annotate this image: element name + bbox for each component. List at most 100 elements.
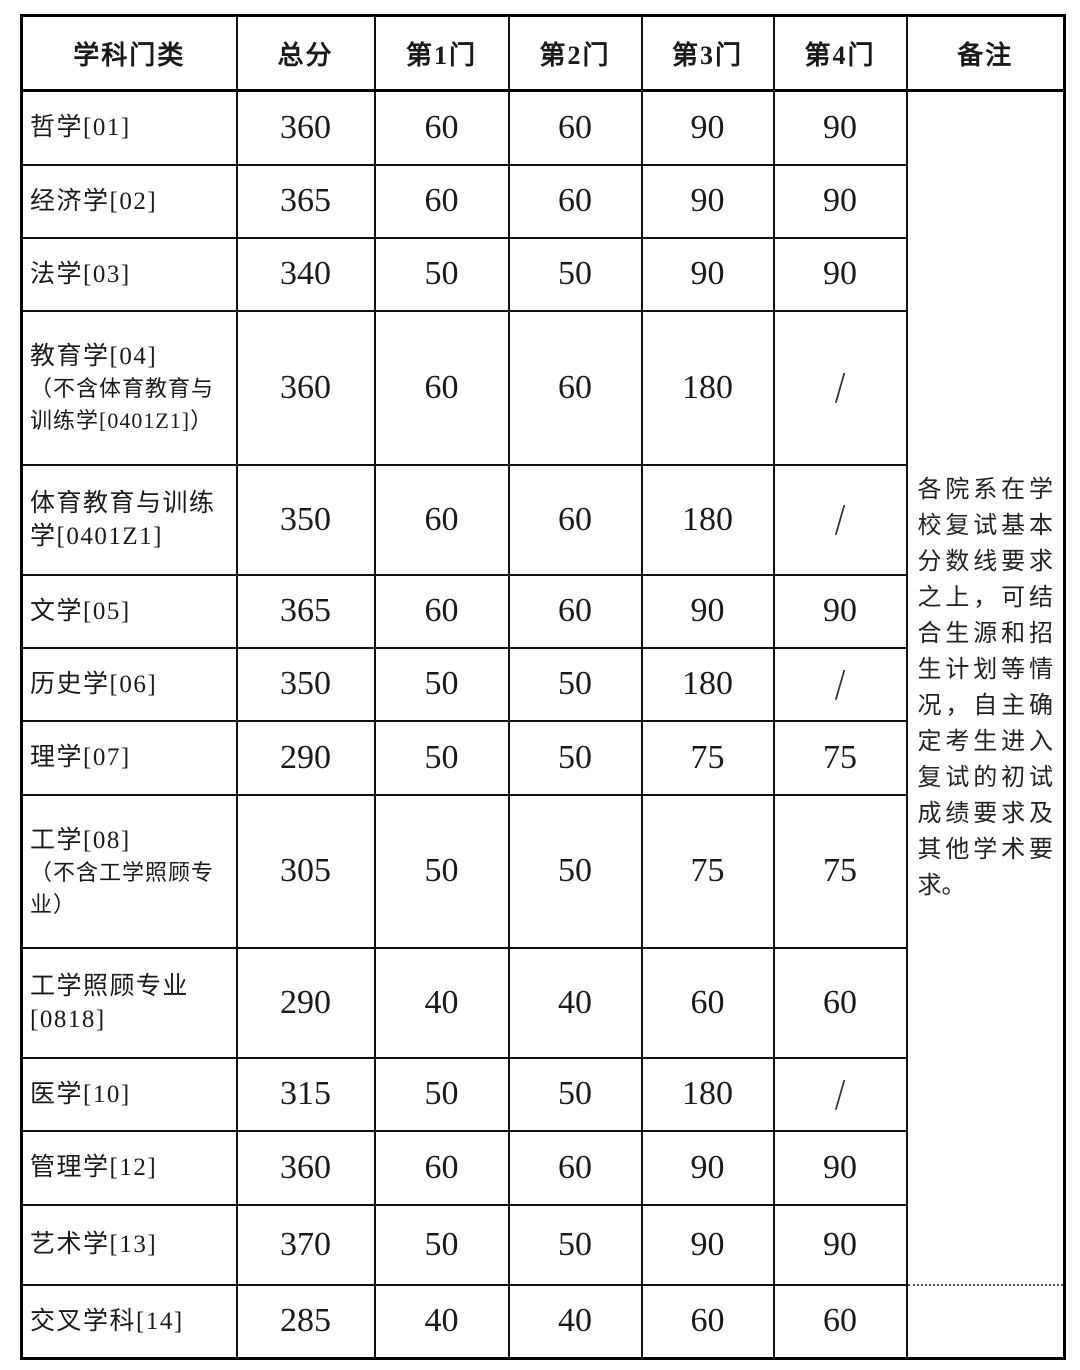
- subject-score-cell: 50: [373, 646, 510, 722]
- subject-score-cell: 180: [640, 1056, 775, 1132]
- category-cell: 教育学[04] （不含体育教育与 训练学[0401Z1]）: [20, 309, 238, 466]
- slash-mark: /: [834, 495, 846, 544]
- subject-score-cell: 40: [507, 1283, 643, 1360]
- subject-score-cell: 90: [640, 89, 775, 166]
- header-row: 学科门类 总分 第1门 第2门 第3门 第4门 备注: [20, 14, 1066, 92]
- table-row: 教育学[04] （不含体育教育与 训练学[0401Z1]） 360 60 60 180/: [20, 309, 1065, 466]
- subject-score-cell: 60: [373, 1129, 510, 1206]
- column-header: 第1门: [373, 14, 510, 92]
- column-header: 第4门: [772, 14, 908, 92]
- subject-score-cell: 90: [640, 1129, 775, 1206]
- subject-score-cell: 50: [507, 1056, 643, 1132]
- total-score-cell: 365: [235, 163, 376, 239]
- slash-mark: /: [834, 363, 846, 412]
- total-score-cell: 315: [235, 1056, 376, 1132]
- table-row: 工学[08] （不含工学照顾专 业） 305 50 50 75 75: [20, 793, 1065, 949]
- table-row: 交叉学科[14] 285 40 40 60 60: [20, 1283, 1066, 1360]
- subject-score-cell: 60: [507, 309, 643, 466]
- subject-score-cell: 60: [373, 163, 510, 239]
- table-row: 管理学[12] 360 60 60 90 90: [20, 1129, 1065, 1206]
- subject-score-cell: 60: [507, 1129, 643, 1206]
- subject-score-cell: 90: [640, 236, 775, 312]
- subject-score-cell: 90: [772, 1129, 908, 1206]
- total-score-cell: 290: [235, 946, 376, 1059]
- category-cell: 交叉学科[14]: [20, 1283, 238, 1360]
- category-cell: 文学[05]: [20, 573, 238, 649]
- subject-score-cell: 60: [772, 1283, 908, 1360]
- total-score-cell: 360: [235, 309, 376, 466]
- remarks-cell-empty: [905, 1283, 1066, 1360]
- category-cell: 经济学[02]: [20, 163, 238, 239]
- subject-score-cell: 50: [507, 1203, 643, 1286]
- subject-score-cell: 180: [640, 463, 775, 576]
- subject-score-cell: 90: [772, 236, 908, 312]
- subject-score-cell: 60: [507, 573, 643, 649]
- total-score-cell: 290: [235, 719, 376, 796]
- category-cell: 医学[10]: [20, 1056, 238, 1132]
- table-row: 哲学[01] 360 60 60 90 90 各院系在学校复试基本分数线要求之上，可结合生源…: [20, 89, 1066, 1286]
- subject-score-cell: 50: [507, 236, 643, 312]
- slash-mark: /: [834, 1069, 846, 1119]
- category-cell: 管理学[12]: [20, 1129, 238, 1206]
- subject-score-cell: 75: [772, 719, 908, 796]
- subject-score-cell: 180: [640, 646, 775, 722]
- table-row: 医学[10] 315 50 50 180/: [20, 1056, 1065, 1132]
- subject-score-cell: 60: [373, 309, 510, 466]
- subject-score-cell: 50: [507, 719, 643, 796]
- subject-score-cell: 40: [373, 946, 510, 1059]
- total-score-cell: 350: [235, 463, 376, 576]
- total-score-cell: 350: [235, 646, 376, 722]
- subject-score-cell: 50: [373, 719, 510, 796]
- category-cell: 体育教育与训练 学[0401Z1]: [20, 463, 238, 576]
- category-cell: 艺术学[13]: [20, 1203, 238, 1286]
- total-score-cell: 305: [235, 793, 376, 949]
- subject-score-cell: 180: [640, 309, 775, 466]
- subject-score-cell: /: [772, 309, 908, 466]
- subject-score-cell: /: [772, 463, 908, 576]
- subject-score-cell: 60: [507, 463, 643, 576]
- table-row: 历史学[06] 350 50 50 180/: [20, 646, 1065, 722]
- subject-score-cell: 40: [373, 1283, 510, 1360]
- category-cell: 工学[08] （不含工学照顾专 业）: [20, 793, 238, 949]
- subject-score-cell: 90: [772, 573, 908, 649]
- table-body: 哲学[01] 360 60 60 90 90 各院系在学校复试基本分数线要求之上，可结合生源…: [20, 89, 1066, 1360]
- total-score-cell: 365: [235, 573, 376, 649]
- table-row: 法学[03] 340 50 50 90 90: [20, 236, 1065, 312]
- subject-score-cell: /: [772, 1056, 908, 1132]
- column-header: 学科门类: [20, 14, 238, 92]
- column-header: 备注: [905, 14, 1066, 92]
- subject-score-cell: 75: [772, 793, 908, 949]
- subject-score-cell: 90: [640, 573, 775, 649]
- subject-score-cell: 50: [507, 646, 643, 722]
- subject-score-cell: 90: [772, 1203, 908, 1286]
- category-cell: 理学[07]: [20, 719, 238, 796]
- subject-score-cell: 60: [373, 89, 510, 166]
- subject-score-cell: 90: [772, 163, 908, 239]
- table-row: 文学[05] 365 60 60 90 90: [20, 573, 1065, 649]
- column-header: 总分: [235, 14, 376, 92]
- subject-score-cell: 50: [507, 793, 643, 949]
- subject-score-cell: /: [772, 646, 908, 722]
- total-score-cell: 285: [235, 1283, 376, 1360]
- category-cell: 哲学[01]: [20, 89, 238, 166]
- total-score-cell: 360: [235, 1129, 376, 1206]
- category-name: 教育学[04]: [30, 343, 158, 370]
- category-note: （不含工学照顾专 业）: [30, 859, 215, 917]
- total-score-cell: 360: [235, 89, 376, 166]
- subject-score-cell: 90: [640, 1203, 775, 1286]
- subject-score-cell: 50: [373, 793, 510, 949]
- subject-score-cell: 90: [772, 89, 908, 166]
- column-header: 第2门: [507, 14, 643, 92]
- subject-score-cell: 60: [507, 89, 643, 166]
- category-note: （不含体育教育与 训练学[0401Z1]）: [30, 376, 215, 433]
- total-score-cell: 370: [235, 1203, 376, 1286]
- subject-score-cell: 60: [772, 946, 908, 1059]
- subject-score-cell: 60: [640, 1283, 775, 1360]
- subject-score-cell: 90: [640, 163, 775, 239]
- category-name: 工学[08]: [30, 826, 131, 854]
- subject-score-cell: 40: [507, 946, 643, 1059]
- slash-mark: /: [834, 659, 846, 709]
- category-cell: 工学照顾专业 [0818]: [20, 946, 238, 1059]
- remarks-cell: 各院系在学校复试基本分数线要求之上，可结合生源和招生计划等情况，自主确定考生进入…: [905, 89, 1066, 1286]
- table-row: 艺术学[13] 370 50 50 90 90: [20, 1203, 1065, 1286]
